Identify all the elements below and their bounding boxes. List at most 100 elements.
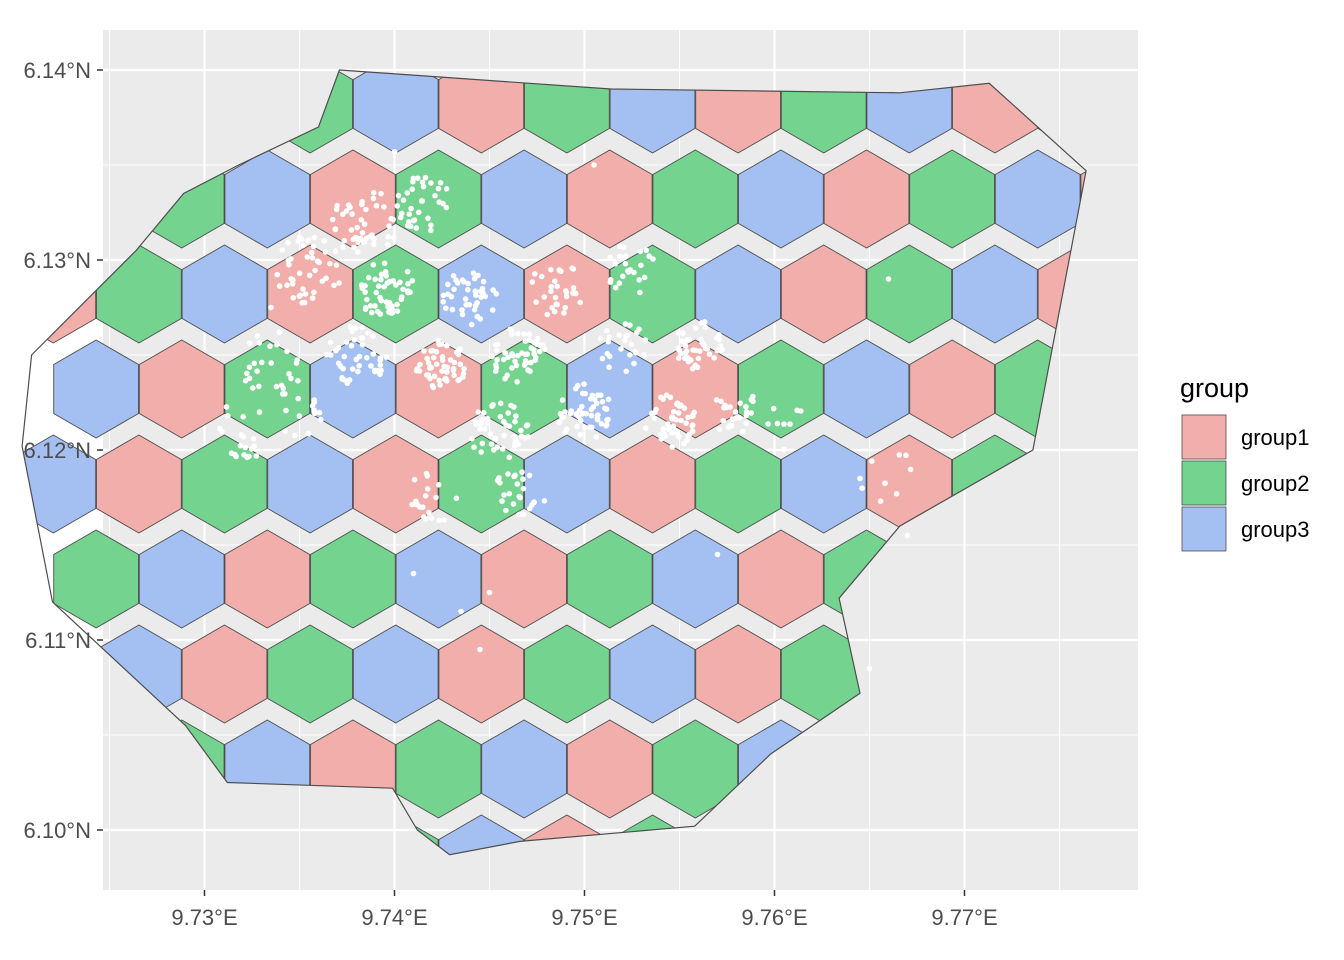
point xyxy=(267,343,273,350)
point xyxy=(714,335,720,341)
point xyxy=(511,473,517,480)
point xyxy=(364,354,370,361)
point xyxy=(298,236,305,243)
point xyxy=(624,332,631,339)
point xyxy=(422,493,429,499)
point xyxy=(508,328,515,335)
point xyxy=(670,423,677,430)
point xyxy=(576,407,583,414)
point xyxy=(395,192,402,199)
point xyxy=(554,301,560,308)
point xyxy=(296,413,303,419)
point xyxy=(451,372,457,379)
legend-key-group3 xyxy=(1181,506,1227,552)
point xyxy=(459,307,465,313)
point xyxy=(386,302,393,308)
point xyxy=(321,238,328,244)
hex-cell xyxy=(609,434,696,534)
point xyxy=(658,436,665,442)
point xyxy=(328,352,334,358)
point xyxy=(219,428,225,435)
point xyxy=(548,266,554,273)
point xyxy=(420,183,427,190)
point xyxy=(521,362,528,368)
hex-cell xyxy=(224,529,311,629)
point xyxy=(305,237,312,243)
point xyxy=(390,278,397,284)
point xyxy=(410,178,416,185)
point xyxy=(284,348,290,355)
point xyxy=(436,199,443,205)
point xyxy=(658,394,664,401)
point xyxy=(283,407,289,414)
point xyxy=(228,450,235,457)
point xyxy=(859,485,865,492)
point xyxy=(516,511,522,518)
point xyxy=(256,409,263,415)
hex-cell xyxy=(352,434,439,534)
point xyxy=(454,349,460,356)
point xyxy=(503,507,509,514)
point xyxy=(405,288,411,294)
point xyxy=(365,330,371,336)
point xyxy=(334,202,340,209)
x-tick-label: 9.74°E xyxy=(361,905,427,930)
point xyxy=(444,342,450,349)
point xyxy=(336,280,342,286)
point xyxy=(606,353,613,360)
point xyxy=(370,351,377,357)
point xyxy=(494,357,500,363)
point xyxy=(489,353,495,360)
point xyxy=(443,204,450,211)
point xyxy=(621,244,627,251)
point xyxy=(484,420,491,427)
point xyxy=(511,434,517,440)
point xyxy=(242,377,249,384)
point xyxy=(684,354,691,361)
point xyxy=(331,282,337,289)
point xyxy=(305,430,312,437)
point xyxy=(487,431,494,437)
point xyxy=(250,385,256,391)
hex-cell xyxy=(566,529,653,629)
point xyxy=(478,449,485,455)
point xyxy=(627,322,633,328)
point xyxy=(352,325,359,332)
hex-cell xyxy=(224,339,311,439)
point xyxy=(718,398,724,405)
point xyxy=(544,311,551,318)
point xyxy=(737,400,744,407)
point xyxy=(478,294,484,300)
x-tick-label: 9.77°E xyxy=(931,905,997,930)
point xyxy=(505,410,512,416)
point xyxy=(748,396,755,403)
point xyxy=(641,274,648,281)
point xyxy=(896,452,903,458)
point xyxy=(240,414,246,420)
point xyxy=(622,253,629,259)
point xyxy=(455,377,462,384)
point xyxy=(268,304,274,311)
point xyxy=(290,277,296,283)
point xyxy=(471,444,477,451)
point xyxy=(370,195,377,202)
point xyxy=(510,501,517,507)
point xyxy=(437,180,444,186)
point xyxy=(361,221,368,227)
point xyxy=(332,226,339,233)
point xyxy=(605,396,612,403)
point xyxy=(692,347,699,354)
point xyxy=(417,361,423,368)
point xyxy=(323,351,330,358)
point xyxy=(689,422,696,428)
point xyxy=(748,410,754,416)
point xyxy=(627,352,633,358)
point xyxy=(284,282,290,289)
point xyxy=(428,227,434,234)
point xyxy=(692,362,699,369)
point xyxy=(400,197,407,203)
point xyxy=(743,420,749,427)
point xyxy=(625,268,631,274)
point xyxy=(685,414,691,421)
point xyxy=(433,361,440,368)
